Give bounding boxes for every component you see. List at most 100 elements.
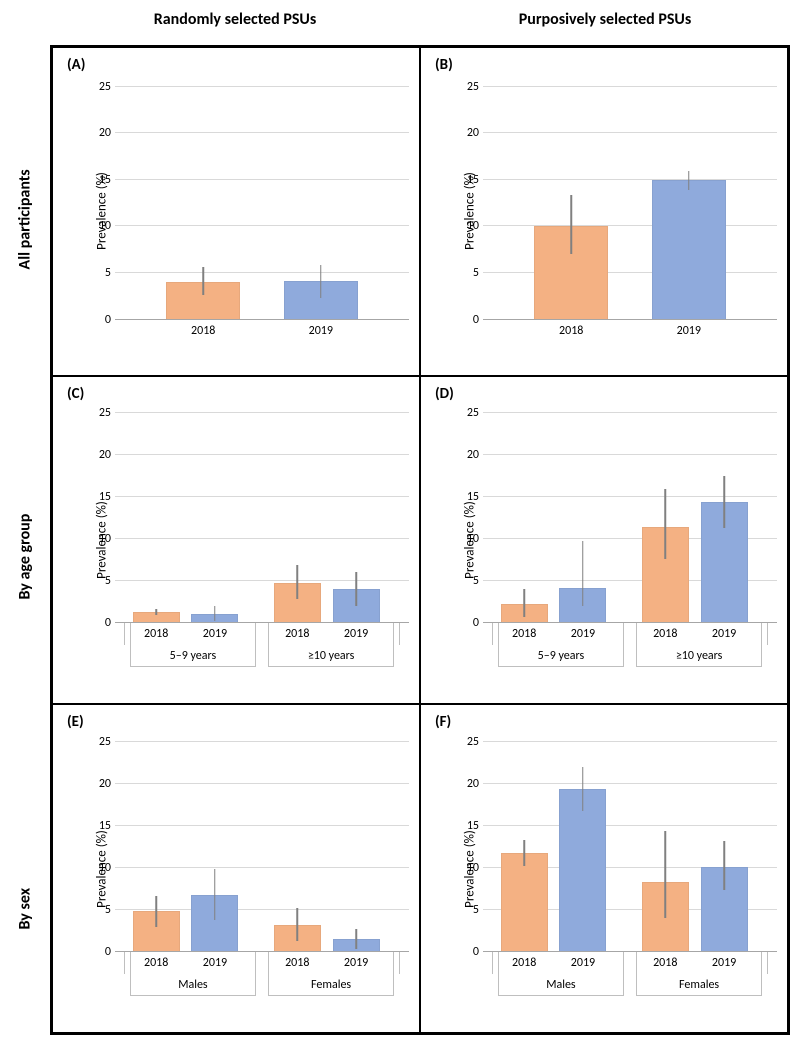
error-bar bbox=[355, 929, 357, 949]
tick-row-box bbox=[124, 623, 400, 645]
y-tick-label: 5 bbox=[473, 266, 483, 280]
subgroup-label: 5–9 years bbox=[170, 649, 217, 663]
error-bar bbox=[665, 831, 667, 917]
bar bbox=[501, 853, 548, 952]
error-bar bbox=[155, 609, 157, 615]
gridline bbox=[115, 179, 409, 180]
gridline bbox=[115, 412, 409, 413]
subgroup-label: Females bbox=[679, 978, 719, 992]
subgroup-label: 5–9 years bbox=[538, 649, 585, 663]
gridline bbox=[483, 86, 777, 87]
tick-row-box bbox=[124, 952, 400, 974]
panel-label: (B) bbox=[435, 56, 453, 74]
gridline bbox=[483, 272, 777, 273]
gridline bbox=[115, 538, 409, 539]
y-tick-label: 0 bbox=[473, 945, 483, 959]
y-tick-label: 15 bbox=[467, 819, 483, 833]
gridline bbox=[483, 179, 777, 180]
x-tick-label: 2018 bbox=[559, 320, 583, 338]
panel-a: (A)Prevalence (%)051015202520182019 bbox=[52, 47, 420, 376]
error-bar bbox=[723, 476, 725, 529]
gridline bbox=[115, 783, 409, 784]
gridline bbox=[483, 496, 777, 497]
y-tick-label: 25 bbox=[467, 80, 483, 94]
x-tick-label: 2019 bbox=[677, 320, 701, 338]
subgroup-label: Males bbox=[178, 978, 207, 992]
y-tick-label: 5 bbox=[473, 903, 483, 917]
error-bar bbox=[688, 171, 690, 190]
plot-area: 051015202520182019201820195–9 years≥10 y… bbox=[115, 397, 409, 624]
error-bar bbox=[214, 606, 216, 620]
x-tick-label: 2018 bbox=[191, 320, 215, 338]
subgroup-label: ≥10 years bbox=[676, 649, 723, 663]
error-bar bbox=[202, 267, 204, 295]
gridline bbox=[115, 86, 409, 87]
y-tick-label: 10 bbox=[467, 532, 483, 546]
y-tick-label: 15 bbox=[99, 173, 115, 187]
panel-label: (C) bbox=[67, 385, 84, 403]
y-tick-label: 10 bbox=[99, 219, 115, 233]
column-header-right: Purposively selected PSUs bbox=[420, 10, 790, 29]
row-header-age: By age group bbox=[16, 480, 35, 600]
gridline bbox=[115, 496, 409, 497]
x-axis-line bbox=[115, 319, 409, 320]
x-tick-label: 2019 bbox=[309, 320, 333, 338]
gridline bbox=[115, 454, 409, 455]
y-tick-label: 25 bbox=[99, 735, 115, 749]
plot-area: 051015202520182019 bbox=[115, 68, 409, 320]
y-tick-label: 20 bbox=[99, 448, 115, 462]
error-bar bbox=[297, 565, 299, 599]
error-bar bbox=[523, 589, 525, 617]
gridline bbox=[115, 225, 409, 226]
y-tick-label: 15 bbox=[467, 173, 483, 187]
plot-area: 05101520252018201920182019MalesFemales bbox=[483, 725, 777, 952]
error-bar bbox=[355, 572, 357, 606]
error-bar bbox=[320, 265, 322, 299]
y-tick-label: 25 bbox=[99, 80, 115, 94]
y-tick-label: 0 bbox=[105, 945, 115, 959]
error-bar bbox=[297, 908, 299, 942]
figure-root: Randomly selected PSUs Purposively selec… bbox=[0, 0, 797, 1049]
y-tick-label: 25 bbox=[99, 406, 115, 420]
gridline bbox=[483, 454, 777, 455]
panel-e: (E)Prevalence (%)05101520252018201920182… bbox=[52, 704, 420, 1033]
y-tick-label: 15 bbox=[467, 490, 483, 504]
y-tick-label: 20 bbox=[467, 448, 483, 462]
y-tick-label: 0 bbox=[105, 313, 115, 327]
gridline bbox=[115, 867, 409, 868]
panel-label: (D) bbox=[435, 385, 454, 403]
gridline bbox=[483, 825, 777, 826]
y-tick-label: 20 bbox=[467, 126, 483, 140]
y-tick-label: 10 bbox=[467, 861, 483, 875]
error-bar bbox=[582, 767, 584, 811]
column-header-left: Randomly selected PSUs bbox=[50, 10, 420, 29]
error-bar bbox=[214, 869, 216, 920]
panel-b: (B)Prevalence (%)051015202520182019 bbox=[420, 47, 788, 376]
panel-d: (D)Prevalence (%)05101520252018201920182… bbox=[420, 376, 788, 705]
tick-row-box bbox=[492, 952, 768, 974]
error-bar bbox=[570, 195, 572, 255]
gridline bbox=[115, 825, 409, 826]
gridline bbox=[115, 580, 409, 581]
y-tick-label: 25 bbox=[467, 406, 483, 420]
x-axis-line bbox=[483, 319, 777, 320]
gridline bbox=[115, 272, 409, 273]
plot-area: 05101520252018201920182019MalesFemales bbox=[115, 725, 409, 952]
gridline bbox=[483, 412, 777, 413]
row-header-sex: By sex bbox=[16, 810, 35, 930]
panel-grid: (A)Prevalence (%)051015202520182019 (B)P… bbox=[50, 45, 790, 1035]
y-tick-label: 10 bbox=[99, 532, 115, 546]
y-tick-label: 10 bbox=[467, 219, 483, 233]
y-tick-label: 5 bbox=[105, 574, 115, 588]
bar bbox=[652, 180, 726, 320]
plot-area: 051015202520182019201820195–9 years≥10 y… bbox=[483, 397, 777, 624]
gridline bbox=[115, 909, 409, 910]
gridline bbox=[483, 741, 777, 742]
subgroup-label: Males bbox=[546, 978, 575, 992]
error-bar bbox=[582, 541, 584, 606]
y-tick-label: 0 bbox=[473, 616, 483, 630]
y-tick-label: 5 bbox=[473, 574, 483, 588]
y-tick-label: 20 bbox=[99, 777, 115, 791]
bar bbox=[559, 789, 606, 952]
y-tick-label: 20 bbox=[467, 777, 483, 791]
